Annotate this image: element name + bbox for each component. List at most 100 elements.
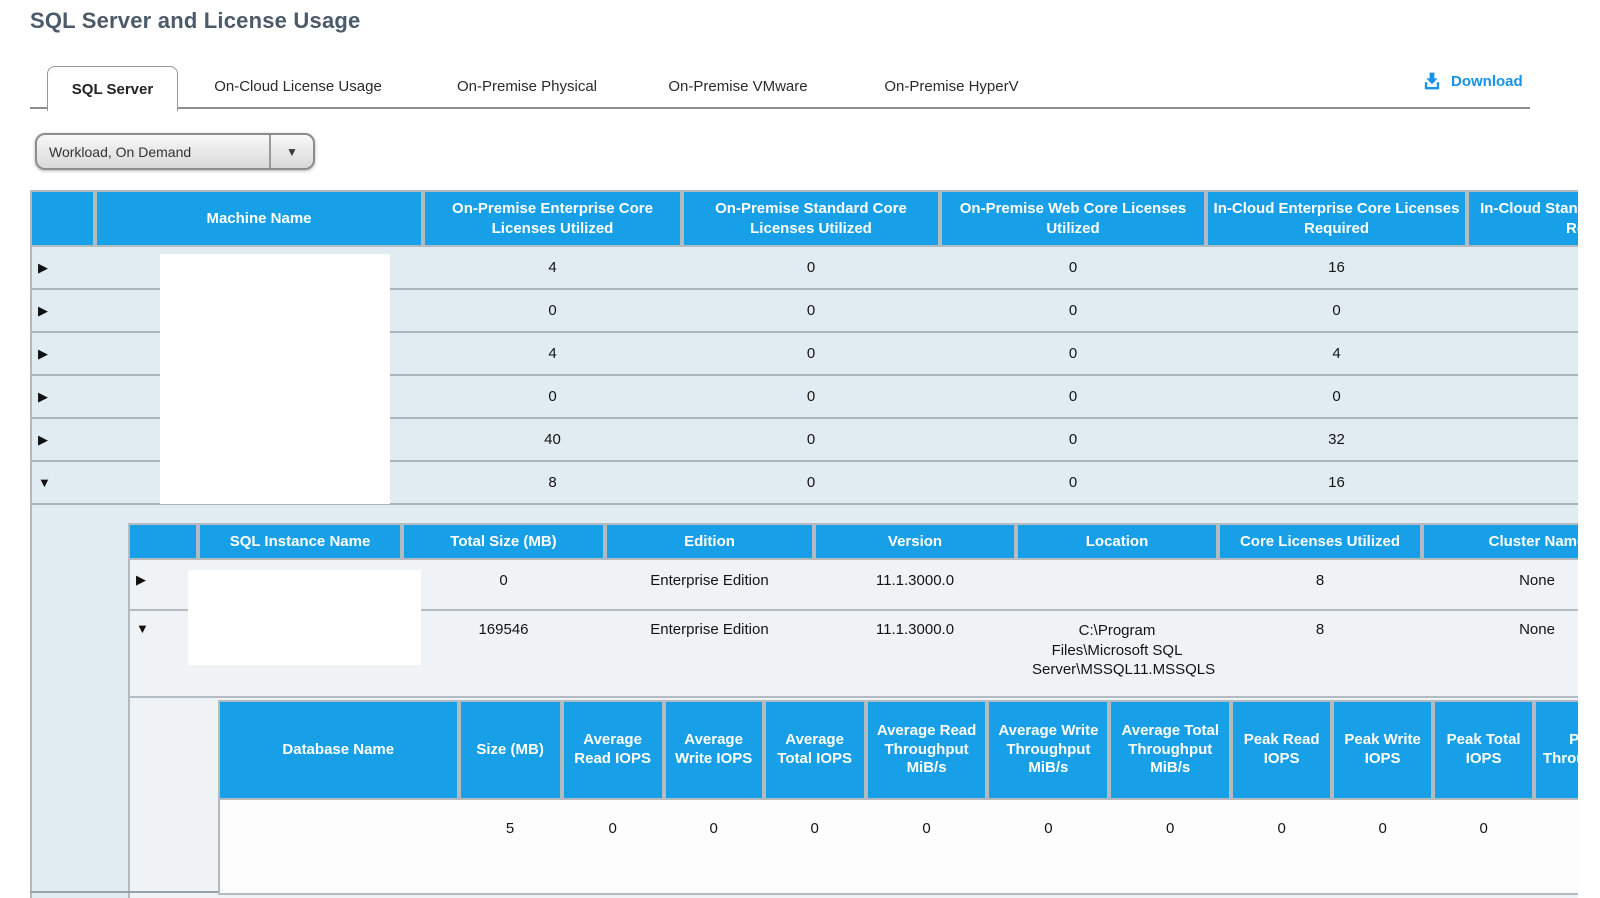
value-cell xyxy=(1467,247,1578,290)
collapsed-arrow-icon: ▶ xyxy=(136,572,146,587)
databases-table: Database Name Size (MB) Average Read IOP… xyxy=(218,700,1578,895)
databases-header-row: Database Name Size (MB) Average Read IOP… xyxy=(218,700,1578,800)
tab-label: On-Premise VMware xyxy=(668,78,808,95)
value-cell: None xyxy=(1422,611,1578,698)
value-cell: 4 xyxy=(423,333,682,376)
tab-sql-server[interactable]: SQL Server xyxy=(47,66,178,111)
row-expander[interactable]: ▶ xyxy=(30,419,95,462)
value-cell xyxy=(1467,462,1578,505)
row-expander[interactable]: ▶ xyxy=(30,333,95,376)
column-header-avg-write-throughput: Average Write Throughput MiB/s xyxy=(987,700,1110,800)
value-cell xyxy=(1467,290,1578,333)
value-cell: 0 xyxy=(1332,800,1434,895)
column-header-peak-write-iops: Peak Write IOPS xyxy=(1332,700,1434,800)
value-cell: 0 xyxy=(940,333,1206,376)
collapsed-arrow-icon: ▶ xyxy=(38,388,48,404)
column-header-avg-total-iops: Average Total IOPS xyxy=(763,700,866,800)
instance-expansion-area: Database Name Size (MB) Average Read IOP… xyxy=(128,698,1578,898)
workload-dropdown[interactable]: Workload, On Demand ▼ xyxy=(35,133,315,170)
location-cell: C:\Program Files\Microsoft SQL Server\MS… xyxy=(1016,611,1218,698)
machine-expansion-area: SQL Instance Name Total Size (MB) Editio… xyxy=(30,505,1578,898)
row-expander[interactable]: ▶ xyxy=(30,247,95,290)
value-cell: 0 xyxy=(1534,800,1578,895)
value-cell: 0 xyxy=(940,376,1206,419)
tab-label: On-Premise HyperV xyxy=(884,78,1019,95)
machine-expansion-row: SQL Instance Name Total Size (MB) Editio… xyxy=(30,505,1578,898)
value-cell: 0 xyxy=(865,800,988,895)
value-cell: 0 xyxy=(682,290,940,333)
machine-row: ▶ 40 0 0 32 xyxy=(30,419,1578,462)
redacted-machine-names xyxy=(160,254,390,504)
value-cell: 8 xyxy=(1218,611,1422,698)
value-cell: 4 xyxy=(1206,333,1467,376)
value-cell: Enterprise Edition xyxy=(605,560,814,611)
collapsed-arrow-icon: ▶ xyxy=(38,431,48,447)
column-header-sql-instance-name: SQL Instance Name xyxy=(198,523,402,560)
column-header-avg-total-throughput: Average Total Throughput MiB/s xyxy=(1109,700,1232,800)
value-cell: 0 xyxy=(1109,800,1232,895)
download-button[interactable]: Download xyxy=(1421,70,1523,92)
machines-header-row: Machine Name On-Premise Enterprise Core … xyxy=(30,190,1578,247)
column-header-expander xyxy=(30,190,95,247)
database-name-cell xyxy=(218,800,459,895)
download-label: Download xyxy=(1451,72,1523,90)
row-expander[interactable]: ▼ xyxy=(128,611,198,698)
column-header-peak-read-iops: Peak Read IOPS xyxy=(1231,700,1333,800)
instances-header-row: SQL Instance Name Total Size (MB) Editio… xyxy=(128,523,1578,560)
value-cell: 0 xyxy=(1206,376,1467,419)
value-cell: 0 xyxy=(1206,290,1467,333)
column-header-cluster-name: Cluster Name xyxy=(1422,523,1578,560)
value-cell: 0 xyxy=(987,800,1110,895)
value-cell: 0 xyxy=(763,800,866,895)
row-expander[interactable]: ▼ xyxy=(30,462,95,505)
row-expander[interactable]: ▶ xyxy=(128,560,198,611)
column-header-peak-read-throughput: Peak Read Throughput MiB/s xyxy=(1534,700,1578,800)
value-cell: 16 xyxy=(1206,462,1467,505)
location-cell xyxy=(1016,560,1218,611)
value-cell: 0 xyxy=(1231,800,1333,895)
column-header-peak-total-iops: Peak Total IOPS xyxy=(1433,700,1535,800)
tables-viewport: Machine Name On-Premise Enterprise Core … xyxy=(30,190,1578,898)
value-cell: Enterprise Edition xyxy=(605,611,814,698)
machine-row: ▶ 0 0 0 0 xyxy=(30,290,1578,333)
row-expander[interactable]: ▶ xyxy=(30,290,95,333)
collapsed-arrow-icon: ▶ xyxy=(38,259,48,275)
column-header-incloud-standard-core: In-Cloud Standard Core Licenses Required xyxy=(1467,190,1578,247)
value-cell: 0 xyxy=(423,290,682,333)
tab-on-premise-physical[interactable]: On-Premise Physical xyxy=(440,66,614,107)
column-header-incloud-enterprise-core: In-Cloud Enterprise Core Licenses Requir… xyxy=(1206,190,1467,247)
column-header-onprem-standard-core: On-Premise Standard Core Licenses Utiliz… xyxy=(682,190,940,247)
value-cell: 32 xyxy=(1206,419,1467,462)
column-header-onprem-enterprise-core: On-Premise Enterprise Core Licenses Util… xyxy=(423,190,682,247)
row-expander[interactable]: ▶ xyxy=(30,376,95,419)
value-cell: 0 xyxy=(940,247,1206,290)
instances-table: SQL Instance Name Total Size (MB) Editio… xyxy=(128,523,1578,898)
value-cell xyxy=(1467,333,1578,376)
column-header-size-mb: Size (MB) xyxy=(458,700,562,800)
value-cell: 0 xyxy=(940,462,1206,505)
collapsed-arrow-icon: ▶ xyxy=(38,302,48,318)
machine-row: ▶ 4 0 0 4 xyxy=(30,333,1578,376)
instance-row: ▶ 0 Enterprise Edition 11.1.3000.0 8 Non… xyxy=(128,560,1578,611)
value-cell: 8 xyxy=(423,462,682,505)
machines-table: Machine Name On-Premise Enterprise Core … xyxy=(30,190,1578,898)
expanded-arrow-icon: ▼ xyxy=(136,621,149,636)
value-cell: 11.1.3000.0 xyxy=(814,611,1016,698)
value-cell: 16 xyxy=(1206,247,1467,290)
column-header-onprem-web-core: On-Premise Web Core Licenses Utilized xyxy=(940,190,1206,247)
value-cell: 0 xyxy=(561,800,664,895)
page-title: SQL Server and License Usage xyxy=(30,8,361,33)
value-cell xyxy=(1467,419,1578,462)
value-cell: 5 xyxy=(458,800,562,895)
tab-on-premise-vmware[interactable]: On-Premise VMware xyxy=(651,66,825,107)
value-cell: 0 xyxy=(682,419,940,462)
column-header-expander xyxy=(128,523,198,560)
dropdown-arrow-icon[interactable]: ▼ xyxy=(286,144,298,159)
tab-on-premise-hyperv[interactable]: On-Premise HyperV xyxy=(865,66,1038,107)
tab-on-cloud-license-usage[interactable]: On-Cloud License Usage xyxy=(196,66,400,107)
value-cell: 0 xyxy=(663,800,764,895)
column-header-version: Version xyxy=(814,523,1016,560)
machine-row: ▶ 4 0 0 16 xyxy=(30,247,1578,290)
value-cell: 0 xyxy=(682,333,940,376)
